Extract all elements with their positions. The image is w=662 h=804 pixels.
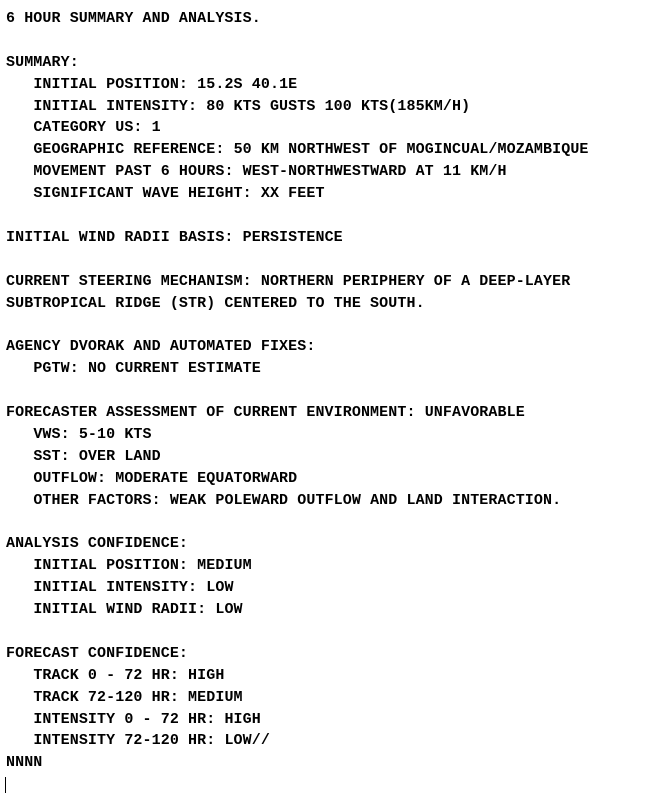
initial-intensity-value: 80 KTS GUSTS 100 KTS(185KM/H) [206, 98, 470, 115]
track-72120-label: TRACK 72-120 HR: [33, 689, 179, 706]
outflow-label: OUTFLOW: [33, 470, 106, 487]
analysis-int-value: LOW [206, 579, 233, 596]
analysis-radii-label: INITIAL WIND RADII: [33, 601, 206, 618]
wave-value: XX FEET [261, 185, 325, 202]
track-72120-value: MEDIUM [188, 689, 243, 706]
env-header-label: FORECASTER ASSESSMENT OF CURRENT ENVIRON… [6, 404, 416, 421]
category-value: 1 [152, 119, 161, 136]
category-label: CATEGORY US: [33, 119, 142, 136]
steering-value-line2: SUBTROPICAL RIDGE (STR) CENTERED TO THE … [6, 295, 425, 312]
forecast-conf-header: FORECAST CONFIDENCE: [6, 645, 188, 662]
bulletin-text: 6 HOUR SUMMARY AND ANALYSIS. SUMMARY: IN… [6, 8, 662, 796]
intensity-72120-label: INTENSITY 72-120 HR: [33, 732, 215, 749]
steering-label: CURRENT STEERING MECHANISM: [6, 273, 252, 290]
steering-value-line1: NORTHERN PERIPHERY OF A DEEP-LAYER [261, 273, 570, 290]
sst-label: SST: [33, 448, 69, 465]
wind-radii-basis-label: INITIAL WIND RADII BASIS: [6, 229, 234, 246]
analysis-pos-value: MEDIUM [197, 557, 252, 574]
initial-position-value: 15.2S 40.1E [197, 76, 297, 93]
sst-value: OVER LAND [79, 448, 161, 465]
intensity-072-value: HIGH [224, 711, 260, 728]
other-label: OTHER FACTORS: [33, 492, 160, 509]
dvorak-header: AGENCY DVORAK AND AUTOMATED FIXES: [6, 338, 315, 355]
initial-position-label: INITIAL POSITION: [33, 76, 188, 93]
pgtw-value: NO CURRENT ESTIMATE [88, 360, 261, 377]
analysis-radii-value: LOW [215, 601, 242, 618]
env-header-value: UNFAVORABLE [425, 404, 525, 421]
intensity-72120-value: LOW// [224, 732, 270, 749]
analysis-int-label: INITIAL INTENSITY: [33, 579, 197, 596]
georef-value: 50 KM NORTHWEST OF MOGINCUAL/MOZAMBIQUE [234, 141, 589, 158]
wind-radii-basis-value: PERSISTENCE [243, 229, 343, 246]
georef-label: GEOGRAPHIC REFERENCE: [33, 141, 224, 158]
other-value: WEAK POLEWARD OUTFLOW AND LAND INTERACTI… [170, 492, 561, 509]
title: 6 HOUR SUMMARY AND ANALYSIS. [6, 10, 261, 27]
movement-label: MOVEMENT PAST 6 HOURS: [33, 163, 233, 180]
pgtw-label: PGTW: [33, 360, 79, 377]
movement-value: WEST-NORTHWESTWARD AT 11 KM/H [243, 163, 507, 180]
terminator: NNNN [6, 754, 42, 771]
track-072-label: TRACK 0 - 72 HR: [33, 667, 179, 684]
vws-label: VWS: [33, 426, 69, 443]
initial-intensity-label: INITIAL INTENSITY: [33, 98, 197, 115]
wave-label: SIGNIFICANT WAVE HEIGHT: [33, 185, 251, 202]
track-072-value: HIGH [188, 667, 224, 684]
text-cursor-icon [5, 777, 6, 793]
vws-value: 5-10 KTS [79, 426, 152, 443]
intensity-072-label: INTENSITY 0 - 72 HR: [33, 711, 215, 728]
analysis-pos-label: INITIAL POSITION: [33, 557, 188, 574]
summary-header: SUMMARY: [6, 54, 79, 71]
analysis-conf-header: ANALYSIS CONFIDENCE: [6, 535, 188, 552]
outflow-value: MODERATE EQUATORWARD [115, 470, 297, 487]
